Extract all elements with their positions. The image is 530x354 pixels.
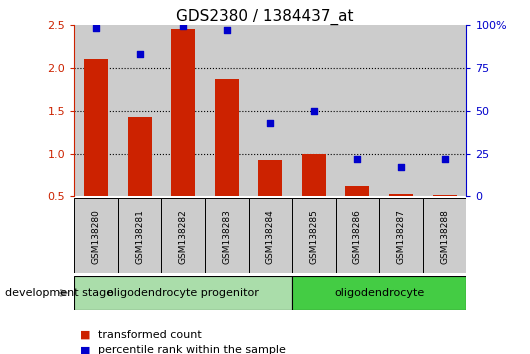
Text: percentile rank within the sample: percentile rank within the sample: [98, 346, 286, 354]
Bar: [335, 198, 379, 273]
Bar: [346, 186, 369, 196]
Bar: [249, 198, 292, 273]
Bar: [74, 25, 118, 196]
Bar: [161, 198, 205, 273]
Text: GSM138288: GSM138288: [440, 210, 449, 264]
Text: GSM138280: GSM138280: [92, 210, 101, 264]
Text: GSM138287: GSM138287: [396, 210, 405, 264]
Bar: [292, 276, 466, 310]
Bar: [249, 25, 292, 196]
Bar: [379, 198, 423, 273]
Point: [135, 51, 144, 57]
Point: [223, 27, 231, 33]
Bar: [292, 25, 335, 196]
Bar: [423, 25, 466, 196]
Text: GSM138285: GSM138285: [310, 210, 319, 264]
Bar: [215, 79, 238, 196]
Bar: [118, 25, 161, 196]
Bar: [74, 198, 118, 273]
Text: transformed count: transformed count: [98, 330, 202, 339]
Bar: [379, 25, 423, 196]
Bar: [171, 29, 195, 196]
Bar: [205, 198, 249, 273]
Bar: [128, 116, 152, 196]
Text: GSM138284: GSM138284: [266, 210, 275, 264]
Bar: [423, 198, 466, 273]
Bar: [432, 195, 457, 196]
Bar: [335, 25, 379, 196]
Bar: [74, 276, 292, 310]
Bar: [292, 198, 335, 273]
Point: [440, 156, 449, 161]
Text: GSM138281: GSM138281: [135, 210, 144, 264]
Point: [353, 156, 361, 161]
Bar: [302, 154, 326, 196]
Bar: [84, 59, 108, 196]
Text: GDS2380 / 1384437_at: GDS2380 / 1384437_at: [176, 9, 354, 25]
Text: ■: ■: [80, 330, 90, 339]
Bar: [258, 160, 282, 196]
Point: [397, 165, 405, 170]
Point: [92, 25, 100, 31]
Text: GSM138282: GSM138282: [179, 210, 188, 264]
Bar: [118, 198, 161, 273]
Bar: [389, 194, 413, 196]
Bar: [205, 25, 249, 196]
Point: [310, 108, 318, 113]
Text: ■: ■: [80, 346, 90, 354]
Text: oligodendrocyte progenitor: oligodendrocyte progenitor: [107, 288, 259, 298]
Bar: [161, 25, 205, 196]
Text: GSM138286: GSM138286: [353, 210, 362, 264]
Point: [179, 24, 188, 29]
Text: oligodendrocyte: oligodendrocyte: [334, 288, 425, 298]
Point: [266, 120, 275, 125]
Text: development stage: development stage: [5, 288, 113, 298]
Text: GSM138283: GSM138283: [222, 210, 231, 264]
